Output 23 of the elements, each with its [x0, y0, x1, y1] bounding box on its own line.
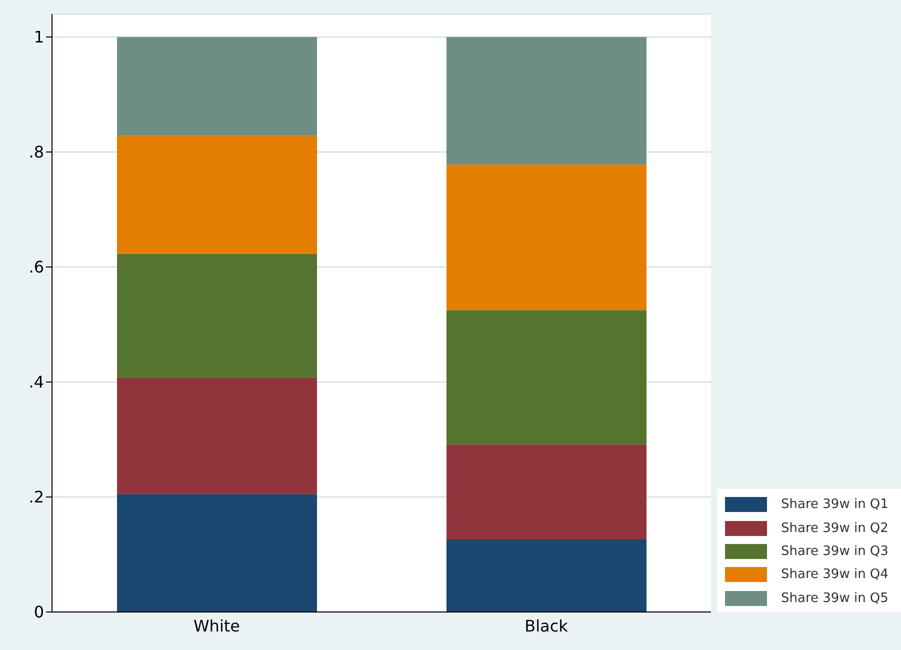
y-tick-label: 0: [34, 602, 44, 622]
bar: [117, 136, 317, 254]
legend-label: Share 39w in Q4: [781, 567, 888, 582]
bar: [446, 164, 646, 310]
bar: [446, 444, 646, 540]
bar: [446, 310, 646, 445]
x-tick-label: Black: [524, 616, 569, 636]
legend-label: Share 39w in Q1: [781, 497, 888, 512]
legend-label: Share 39w in Q3: [781, 544, 888, 560]
y-tick-label: .2: [28, 488, 44, 507]
x-tick-label: White: [193, 616, 240, 636]
bar: [117, 254, 317, 378]
bar: [117, 377, 317, 494]
y-tick-label: .6: [28, 258, 44, 277]
legend-label: Share 39w in Q5: [781, 590, 888, 606]
y-tick-label: .8: [28, 142, 44, 162]
bar: [117, 494, 317, 612]
y-tick-label: 1: [34, 28, 44, 47]
y-tick-label: .4: [28, 372, 44, 392]
bar: [117, 37, 317, 136]
bar: [446, 37, 646, 165]
legend-label: Share 39w in Q2: [781, 520, 888, 536]
bar: [446, 540, 646, 612]
